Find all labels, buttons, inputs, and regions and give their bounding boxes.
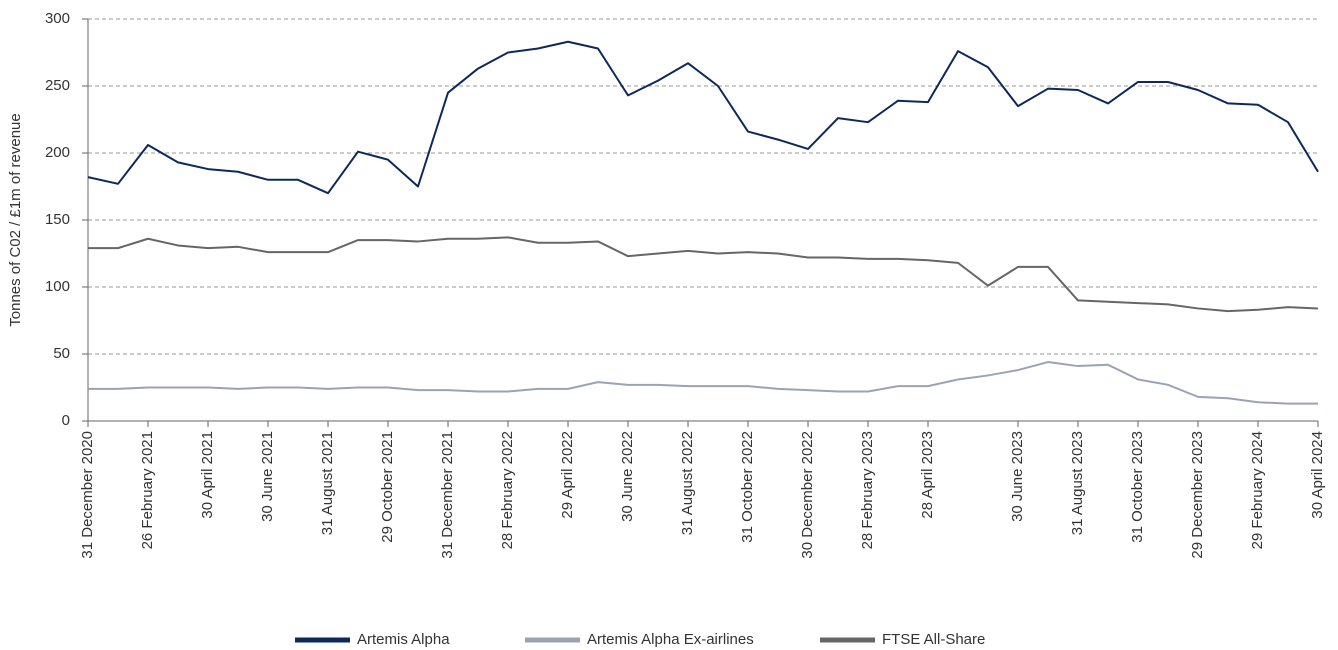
x-tick-label: 30 April 2021	[199, 431, 216, 519]
x-tick-label: 28 February 2022	[499, 431, 516, 549]
x-tick-label: 31 August 2022	[679, 431, 696, 535]
x-tick-label: 29 February 2024	[1249, 431, 1266, 549]
x-tick-label: 30 April 2024	[1309, 431, 1326, 519]
legend-label: Artemis Alpha Ex-airlines	[587, 631, 754, 648]
y-tick-label: 50	[53, 345, 70, 362]
x-tick-label: 26 February 2021	[139, 431, 156, 549]
x-tick-label: 31 October 2022	[739, 431, 756, 543]
x-tick-label: 31 December 2020	[79, 431, 96, 559]
legend-label: FTSE All-Share	[882, 631, 985, 648]
x-tick-label: 28 April 2023	[919, 431, 936, 519]
line-series	[87, 40, 1319, 195]
x-tick-label: 30 June 2022	[619, 431, 636, 522]
y-axis-label: Tonnes of C02 / £1m of revenue	[7, 113, 24, 326]
y-tick-label: 200	[45, 144, 70, 161]
x-tick-label: 29 April 2022	[559, 431, 576, 519]
x-tick-label: 29 December 2023	[1189, 431, 1206, 559]
x-tick-label: 31 August 2021	[319, 431, 336, 535]
y-tick-label: 250	[45, 77, 70, 94]
line-series	[88, 236, 1319, 313]
legend-label: Artemis Alpha	[357, 631, 450, 648]
x-tick-label: 30 June 2021	[259, 431, 276, 522]
x-tick-label: 31 August 2023	[1069, 431, 1086, 535]
x-tick-label: 30 June 2023	[1009, 431, 1026, 522]
y-tick-label: 300	[45, 10, 70, 27]
x-tick-label: 28 February 2023	[859, 431, 876, 549]
y-tick-label: 100	[45, 278, 70, 295]
y-tick-label: 150	[45, 211, 70, 228]
x-tick-label: 29 October 2021	[379, 431, 396, 543]
line-series	[88, 361, 1318, 405]
x-tick-label: 31 October 2023	[1129, 431, 1146, 543]
x-tick-label: 31 December 2021	[439, 431, 456, 559]
y-tick-label: 0	[62, 412, 70, 429]
x-tick-label: 30 December 2022	[799, 431, 816, 559]
